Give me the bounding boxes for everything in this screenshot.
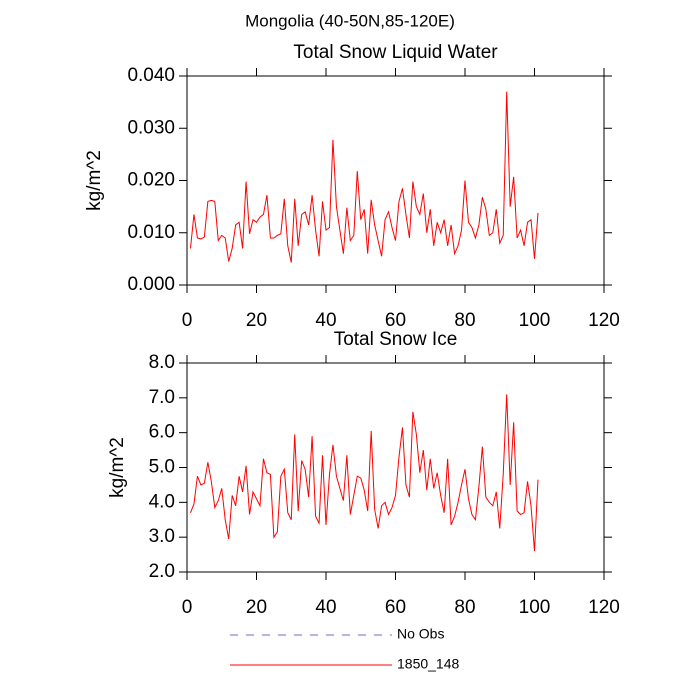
y-axis-label: kg/m^2 <box>107 437 128 498</box>
x-tick-label: 80 <box>454 310 475 331</box>
y-tick-label: 0.020 <box>127 170 175 191</box>
y-tick-label: 7.0 <box>149 387 175 408</box>
y-tick-label: 0.010 <box>127 222 175 243</box>
plot-frame <box>186 75 605 286</box>
x-tick-label: 20 <box>246 310 267 331</box>
data-line <box>190 394 539 552</box>
data-line <box>189 91 539 263</box>
y-tick-label: 8.0 <box>149 352 175 373</box>
y-tick-label: 0.000 <box>127 274 175 295</box>
legend-label: 1850_148 <box>397 656 460 672</box>
x-tick-label: 120 <box>588 310 620 331</box>
y-tick-label: 5.0 <box>149 457 175 478</box>
y-tick-label: 4.0 <box>149 491 175 512</box>
x-tick-label: 20 <box>246 597 267 618</box>
y-tick-label: 2.0 <box>149 561 175 582</box>
panel-title: Total Snow Ice <box>334 329 458 350</box>
super-title: Mongolia (40-50N,85-120E) <box>245 11 455 30</box>
x-tick-label: 40 <box>315 597 336 618</box>
y-tick-label: 3.0 <box>149 526 175 547</box>
panel-title: Total Snow Liquid Water <box>293 42 498 63</box>
x-tick-label: 40 <box>315 310 336 331</box>
x-tick-label: 80 <box>454 597 475 618</box>
y-tick-label: 0.030 <box>127 117 175 138</box>
y-tick-label: 0.040 <box>127 65 175 86</box>
x-tick-label: 60 <box>385 597 406 618</box>
legend-label: No Obs <box>397 626 444 642</box>
x-tick-label: 100 <box>519 597 551 618</box>
x-tick-label: 60 <box>385 310 406 331</box>
y-axis-label: kg/m^2 <box>84 150 105 211</box>
x-tick-label: 0 <box>182 597 193 618</box>
x-tick-label: 120 <box>588 597 620 618</box>
x-tick-label: 0 <box>182 310 193 331</box>
y-tick-label: 6.0 <box>149 422 175 443</box>
plot-frame <box>186 362 605 573</box>
x-tick-label: 100 <box>519 310 551 331</box>
